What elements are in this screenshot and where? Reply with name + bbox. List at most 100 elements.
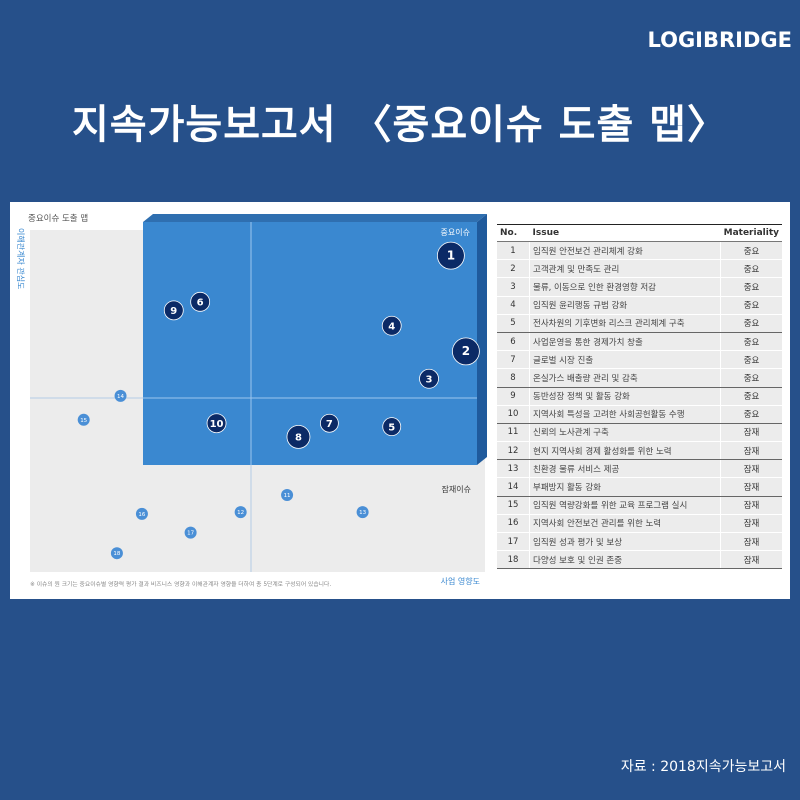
row-materiality: 잠재 (720, 477, 782, 497)
issue-point-7 (319, 413, 339, 433)
header-no: No. (497, 224, 530, 242)
row-materiality: 중요 (720, 387, 782, 406)
issue-point-15 (77, 413, 90, 426)
row-issue: 임직원 안전보건 관리체계 강화 (529, 241, 721, 261)
row-issue: 동반성장 정책 및 활동 강화 (529, 387, 721, 406)
issue-point-label: 16 (138, 512, 145, 518)
header-materiality: Materiality (720, 224, 782, 242)
logibridge-logo: LOGIBRIDGE (647, 28, 792, 52)
row-materiality: 잠재 (720, 532, 782, 552)
row-materiality: 잠재 (720, 423, 782, 443)
issue-point-5 (382, 417, 402, 437)
row-no: 3 (497, 277, 530, 297)
row-no: 17 (497, 532, 530, 552)
row-no: 5 (497, 314, 530, 333)
potential-issue-label: 잠재이슈 (442, 484, 471, 494)
major-issue-label: 중요이슈 (441, 227, 470, 237)
row-materiality: 잠재 (720, 514, 782, 534)
quadrant-front (143, 222, 477, 465)
issue-point-label: 9 (170, 306, 177, 317)
issue-point-label: 15 (80, 418, 87, 424)
table-row: 10 지역사회 특성을 고려한 사회공헌활동 수행 중요 (497, 405, 782, 424)
row-materiality: 잠재 (720, 550, 782, 570)
quadrant-top-face (143, 214, 487, 222)
source-note: 자료 : 2018지속가능보고서 (620, 759, 786, 775)
table-row: 8 온실가스 배출량 관리 및 감축 중요 (497, 368, 782, 388)
row-no: 14 (497, 477, 530, 497)
issue-point-12 (234, 506, 247, 519)
row-materiality: 중요 (720, 241, 782, 261)
table-row: 17 임직원 성과 평가 및 보상 잠재 (497, 532, 782, 552)
issue-point-16 (135, 507, 148, 520)
row-materiality: 중요 (720, 314, 782, 333)
row-materiality: 잠재 (720, 496, 782, 515)
issue-point-label: 3 (426, 375, 433, 386)
issue-point-9 (163, 300, 184, 321)
issue-point-label: 1 (447, 248, 455, 262)
issue-point-label: 18 (113, 551, 120, 557)
issue-point-13 (356, 506, 369, 519)
issue-point-label: 10 (210, 419, 224, 430)
issue-point-10 (206, 413, 227, 434)
table-row: 11 신뢰의 노사관계 구축 잠재 (497, 423, 782, 443)
issue-point-label: 2 (462, 344, 470, 358)
table-row: 2 고객관계 및 만족도 관리 중요 (497, 259, 782, 279)
table-row: 12 현지 지역사회 경제 활성화를 위한 노력 잠재 (497, 441, 782, 461)
row-materiality: 중요 (720, 296, 782, 315)
row-no: 13 (497, 459, 530, 479)
row-no: 10 (497, 405, 530, 424)
row-no: 7 (497, 350, 530, 370)
issue-point-2 (451, 337, 480, 366)
row-issue: 현지 지역사회 경제 활성화를 위한 노력 (529, 441, 721, 461)
issue-point-14 (114, 389, 127, 402)
row-no: 1 (497, 241, 530, 261)
issue-point-label: 8 (295, 433, 302, 444)
row-issue: 사업운영을 통한 경제가치 창출 (529, 332, 721, 352)
row-issue: 고객관계 및 만족도 관리 (529, 259, 721, 279)
row-no: 8 (497, 368, 530, 388)
row-materiality: 중요 (720, 277, 782, 297)
row-issue: 친환경 물류 서비스 제공 (529, 459, 721, 479)
header-issue: Issue (529, 224, 721, 242)
page-title: 지속가능보고서 〈중요이슈 도출 맵〉 (72, 102, 728, 148)
row-materiality: 잠재 (720, 459, 782, 479)
row-issue: 임직원 역량강화를 위한 교육 프로그램 실시 (529, 496, 721, 515)
quadrant-side-face (477, 214, 487, 465)
row-issue: 신뢰의 노사관계 구축 (529, 423, 721, 443)
table-row: 4 임직원 윤리행동 규범 강화 중요 (497, 296, 782, 315)
issue-point-label: 13 (359, 510, 366, 516)
report-panel: 중요이슈 도출 맵 중요이슈 잠재이슈 사업 영향도 이해관계자 관심도 ※ 이… (10, 202, 790, 599)
table-row: 13 친환경 물류 서비스 제공 잠재 (497, 459, 782, 479)
table-row: 9 동반성장 정책 및 활동 강화 중요 (497, 387, 782, 406)
issue-point-18 (110, 547, 123, 560)
issue-point-17 (184, 526, 197, 539)
issue-point-6 (190, 291, 211, 312)
row-no: 9 (497, 387, 530, 406)
table-row: 7 글로벌 시장 진출 중요 (497, 350, 782, 370)
table-row: 16 지역사회 안전보건 관리를 위한 노력 잠재 (497, 514, 782, 534)
row-issue: 임직원 성과 평가 및 보상 (529, 532, 721, 552)
row-issue: 지역사회 특성을 고려한 사회공헌활동 수행 (529, 405, 721, 424)
row-materiality: 중요 (720, 350, 782, 370)
issue-table: No. Issue Materiality 1 임직원 안전보건 관리체계 강화 중… (497, 224, 782, 570)
table-row: 18 다양성 보호 및 인권 존중 잠재 (497, 550, 782, 570)
x-axis-label: 사업 영향도 (441, 576, 480, 586)
row-no: 16 (497, 514, 530, 534)
issue-point-label: 4 (388, 322, 395, 333)
row-issue: 물류, 이동으로 인한 환경영향 저감 (529, 277, 721, 297)
row-no: 12 (497, 441, 530, 461)
row-issue: 다양성 보호 및 인권 존중 (529, 550, 721, 570)
issue-point-label: 14 (117, 394, 124, 400)
issue-point-label: 6 (197, 298, 204, 309)
row-issue: 부패방지 활동 강화 (529, 477, 721, 497)
issue-point-4 (381, 315, 402, 336)
issue-point-1 (436, 241, 465, 270)
row-no: 6 (497, 332, 530, 352)
issue-point-label: 5 (388, 422, 395, 433)
issue-point-label: 11 (284, 493, 291, 499)
issue-point-8 (286, 425, 311, 449)
table-row: 5 전사차원의 기후변화 리스크 관리체계 구축 중요 (497, 314, 782, 333)
y-axis-label: 이해관계자 관심도 (16, 228, 26, 289)
map-heading: 중요이슈 도출 맵 (28, 213, 88, 224)
